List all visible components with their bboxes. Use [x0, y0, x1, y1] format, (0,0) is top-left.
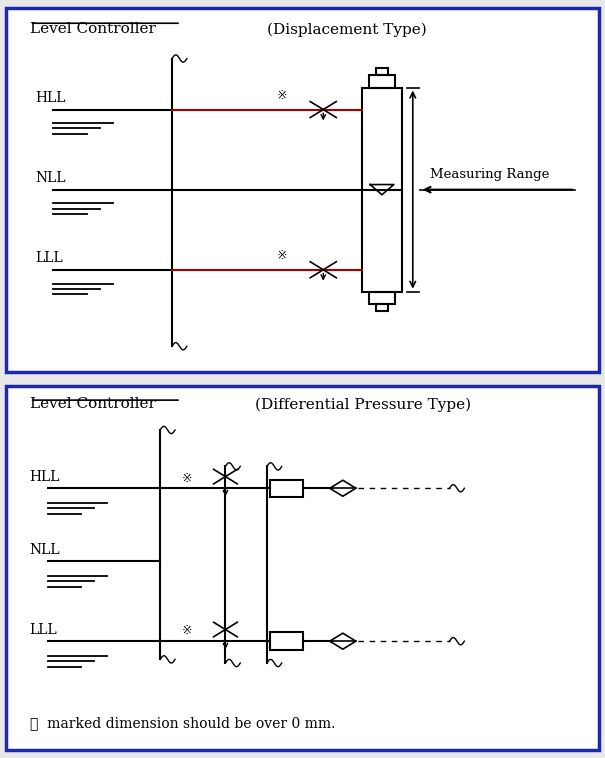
- Text: Level Controller: Level Controller: [30, 397, 155, 411]
- Bar: [369, 75, 395, 88]
- Text: LLL: LLL: [30, 623, 57, 637]
- Text: (Differential Pressure Type): (Differential Pressure Type): [255, 397, 471, 412]
- Text: LLL: LLL: [36, 252, 64, 265]
- Text: Measuring Range: Measuring Range: [430, 168, 549, 181]
- Text: ※: ※: [182, 471, 192, 484]
- Bar: [376, 68, 388, 75]
- Text: NLL: NLL: [30, 543, 60, 556]
- Bar: [270, 480, 302, 497]
- Text: Level Controller: Level Controller: [30, 22, 155, 36]
- Bar: [369, 292, 395, 305]
- Text: HLL: HLL: [36, 91, 66, 105]
- Text: (Displacement Type): (Displacement Type): [267, 22, 427, 36]
- Text: ※: ※: [276, 249, 287, 262]
- Text: HLL: HLL: [30, 470, 60, 484]
- Text: ※: ※: [276, 89, 287, 102]
- Text: NLL: NLL: [36, 171, 67, 185]
- Bar: [362, 88, 402, 292]
- Text: ※: ※: [182, 625, 192, 637]
- Text: ※  marked dimension should be over 0 mm.: ※ marked dimension should be over 0 mm.: [30, 716, 335, 731]
- Bar: [376, 305, 388, 312]
- Bar: [270, 632, 302, 650]
